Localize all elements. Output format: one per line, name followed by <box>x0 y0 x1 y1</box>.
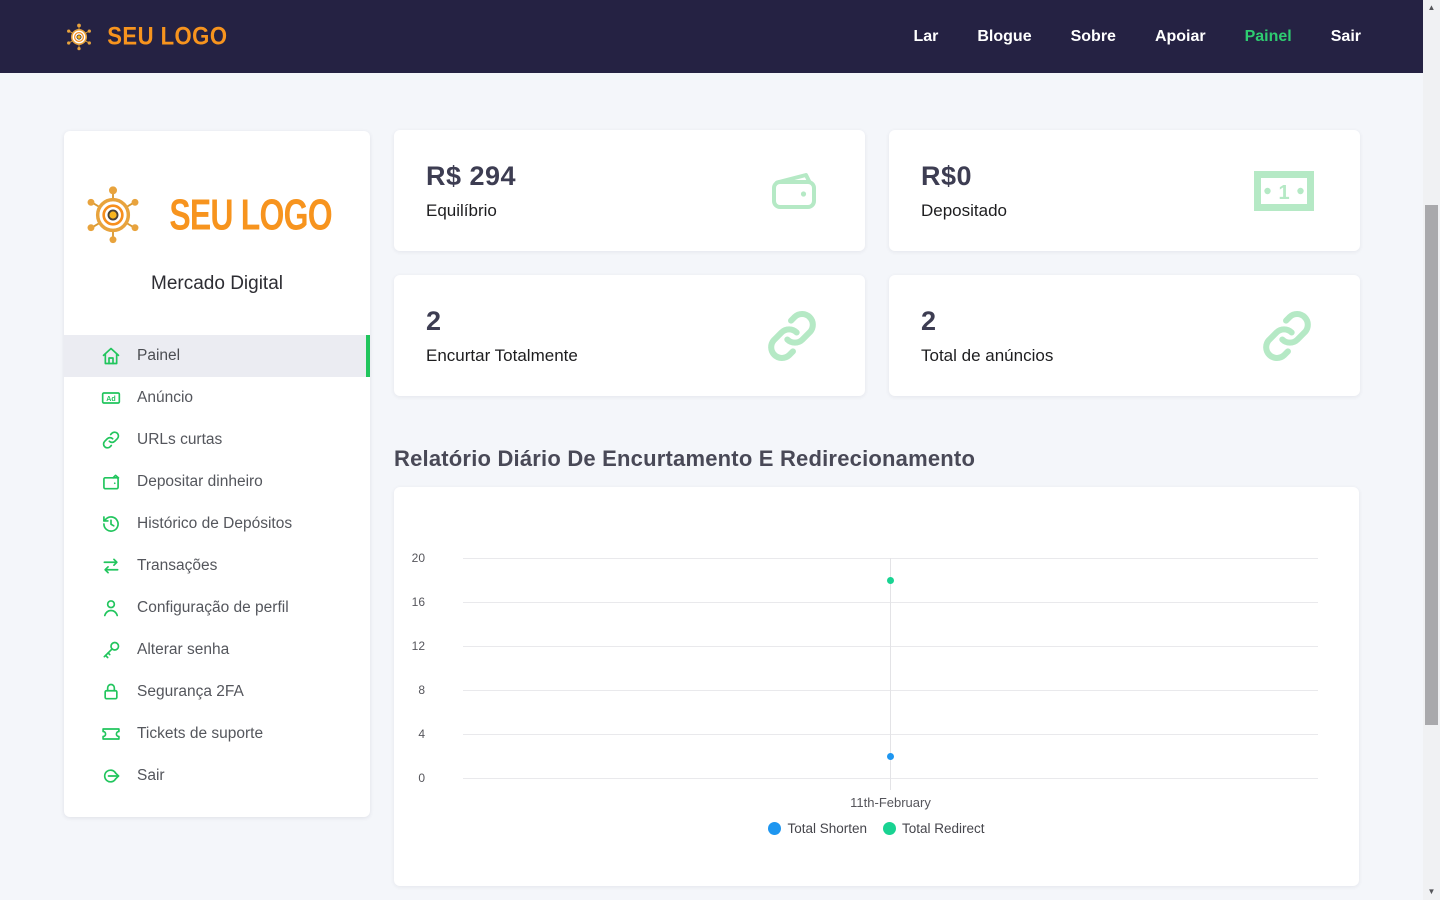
stat-value: 2 <box>921 305 937 336</box>
scrollbar-up-icon[interactable]: ▲ <box>1427 3 1436 12</box>
history-icon <box>101 514 121 534</box>
sidebar-item-seguranca-2fa[interactable]: Segurança 2FA <box>64 671 370 713</box>
sidebar-logo: SEU LOGO Mercado Digital <box>64 131 370 295</box>
nav-links: Lar Blogue Sobre Apoiar Painel Sair <box>913 28 1361 46</box>
chart-ytick-label: 0 <box>418 771 425 785</box>
sidebar-item-label: Anúncio <box>137 389 194 406</box>
home-icon <box>101 346 121 366</box>
sidebar-subtitle: Mercado Digital <box>151 273 283 294</box>
sidebar-item-configuracao-de-perfil[interactable]: Configuração de perfil <box>64 587 370 629</box>
sidebar-item-label: Transações <box>137 557 218 574</box>
sidebar-item-sair[interactable]: Sair <box>64 755 370 797</box>
top-navbar: SEU LOGO Lar Blogue Sobre Apoiar Painel Sair <box>0 0 1423 73</box>
sidebar-item-transacoes[interactable]: Transações <box>64 545 370 587</box>
sidebar-item-label: Histórico de Depósitos <box>137 515 293 532</box>
sidebar-menu: Painel Ad Anúncio URLs curtas Depositar … <box>64 335 370 797</box>
chart-point-total-shorten <box>887 752 894 760</box>
nav-item-lar[interactable]: Lar <box>913 27 939 45</box>
stat-label: Encurtar Totalmente <box>426 345 578 365</box>
legend-dot <box>768 822 782 835</box>
brand-logo[interactable]: SEU LOGO <box>64 22 233 52</box>
chart-category-gridline <box>890 558 891 790</box>
sidebar-item-urls-curtas[interactable]: URLs curtas <box>64 419 370 461</box>
stat-card-depositado: R$0 Depositado 1 <box>889 130 1360 251</box>
legend-item-total-redirect[interactable]: Total Redirect <box>883 821 985 836</box>
key-icon <box>101 640 121 660</box>
stat-card-equilibrio: R$ 294 Equilíbrio <box>394 130 865 251</box>
sidebar-logo-icon <box>81 183 145 247</box>
chart-ytick-label: 16 <box>411 595 425 609</box>
logout-icon <box>101 766 121 786</box>
stat-label: Depositado <box>921 200 1008 220</box>
daily-report-chart: 0 4 8 12 16 20 11th-February Total Shorten Total… <box>394 487 1359 886</box>
sidebar-item-historico-de-depositos[interactable]: Histórico de Depósitos <box>64 503 370 545</box>
sidebar-item-label: Painel <box>137 347 181 364</box>
legend-label: Total Shorten <box>787 821 867 836</box>
link-big-icon <box>764 308 820 364</box>
ad-icon: Ad <box>101 388 121 408</box>
legend-item-total-shorten[interactable]: Total Shorten <box>768 821 867 836</box>
sidebar-item-anuncio[interactable]: Ad Anúncio <box>64 377 370 419</box>
scrollbar-down-icon[interactable]: ▼ <box>1427 887 1436 896</box>
link-big-icon <box>1259 308 1315 364</box>
wallet-icon <box>101 472 121 492</box>
wallet-big-icon <box>768 168 820 214</box>
legend-dot <box>883 822 896 835</box>
sidebar-item-painel[interactable]: Painel <box>64 335 370 377</box>
sidebar-item-tickets-de-suporte[interactable]: Tickets de suporte <box>64 713 370 755</box>
stat-cards: R$ 294 Equilíbrio R$0 Depositado 1 2 Enc… <box>394 130 1360 396</box>
ticket-icon <box>101 724 121 744</box>
chart-xtick-label: 11th-February <box>850 795 931 810</box>
sidebar-item-label: URLs curtas <box>137 431 223 448</box>
svg-text:1: 1 <box>1278 182 1289 204</box>
legend-label: Total Redirect <box>902 821 985 836</box>
brand-logo-icon <box>64 22 94 52</box>
stat-value: 2 <box>426 305 442 336</box>
nav-item-blogue[interactable]: Blogue <box>977 27 1032 45</box>
chart-section-title: Relatório Diário De Encurtamento E Redir… <box>394 446 976 471</box>
sidebar-item-label: Configuração de perfil <box>137 599 289 616</box>
nav-item-apoiar[interactable]: Apoiar <box>1154 27 1206 45</box>
link-icon <box>101 430 121 450</box>
nav-item-sair[interactable]: Sair <box>1330 27 1361 45</box>
nav-item-sobre[interactable]: Sobre <box>1070 27 1116 45</box>
stat-value: R$0 <box>921 160 973 191</box>
sidebar-item-label: Sair <box>137 767 165 784</box>
chart-point-total-redirect <box>887 576 894 584</box>
sidebar-logo-text: SEU LOGO <box>169 190 333 239</box>
transfer-icon <box>101 556 121 576</box>
svg-text:Ad: Ad <box>106 395 115 403</box>
vertical-scrollbar[interactable]: ▲ ▼ <box>1423 0 1440 900</box>
sidebar-item-label: Alterar senha <box>137 641 230 658</box>
sidebar: SEU LOGO Mercado Digital Painel Ad Anúnc… <box>64 131 370 817</box>
sidebar-item-label: Segurança 2FA <box>137 683 244 700</box>
chart-ytick-label: 8 <box>418 683 425 697</box>
chart-ytick-label: 4 <box>418 727 425 741</box>
user-icon <box>101 598 121 618</box>
sidebar-item-depositar-dinheiro[interactable]: Depositar dinheiro <box>64 461 370 503</box>
stat-value: R$ 294 <box>426 160 517 191</box>
sidebar-item-label: Tickets de suporte <box>137 725 264 742</box>
scrollbar-thumb[interactable] <box>1425 205 1438 725</box>
chart-legend: Total Shorten Total Redirect <box>394 821 1359 836</box>
nav-item-painel[interactable]: Painel <box>1244 27 1292 45</box>
sidebar-item-label: Depositar dinheiro <box>137 473 263 490</box>
sidebar-item-alterar-senha[interactable]: Alterar senha <box>64 629 370 671</box>
brand-logo-text: SEU LOGO <box>107 21 228 51</box>
chart-ytick-label: 20 <box>411 551 425 565</box>
stat-card-encurtar-totalmente: 2 Encurtar Totalmente <box>394 275 865 396</box>
stat-card-total-de-anuncios: 2 Total de anúncios <box>889 275 1360 396</box>
chart-ytick-label: 12 <box>411 639 425 653</box>
stat-label: Equilíbrio <box>426 200 497 220</box>
banknote-icon: 1 <box>1253 170 1315 212</box>
lock-icon <box>101 682 121 702</box>
stat-label: Total de anúncios <box>921 345 1054 365</box>
